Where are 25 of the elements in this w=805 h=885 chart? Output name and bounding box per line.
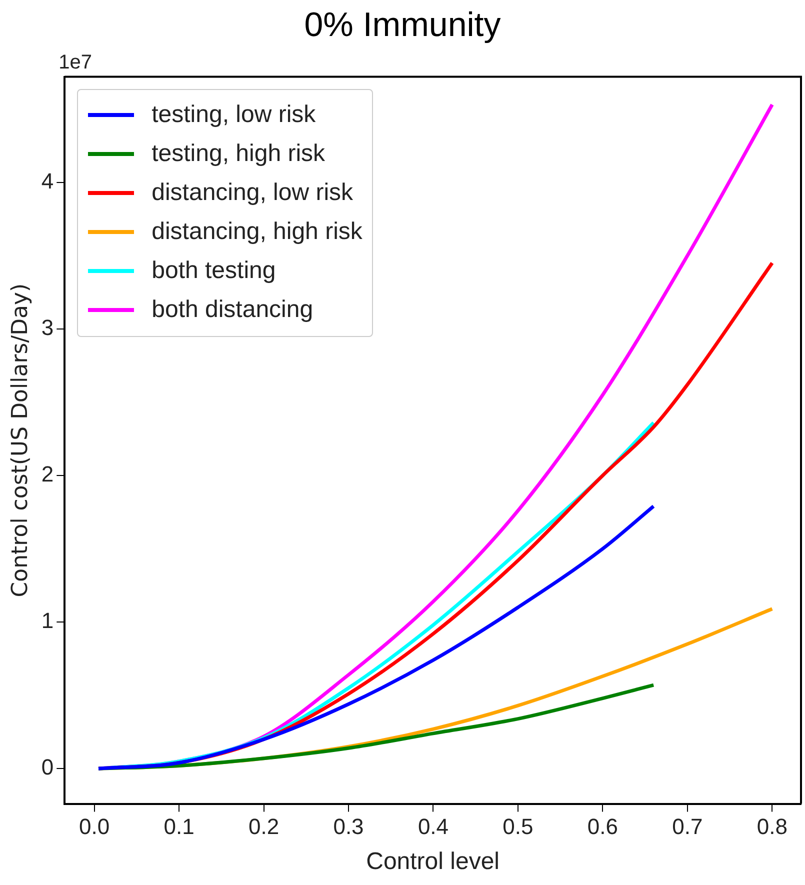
x-tick-label: 0.7: [672, 814, 703, 840]
x-axis-title: Control level: [366, 848, 500, 876]
x-tick-label: 0.3: [333, 814, 364, 840]
legend-label: testing, high risk: [152, 140, 326, 168]
x-tick-label: 0.4: [418, 814, 449, 840]
line-series: [96, 504, 656, 770]
x-tick-label: 0.0: [78, 814, 110, 840]
legend-label: both testing: [152, 257, 276, 286]
y-tick-label: 2: [41, 462, 54, 487]
y-tick-label: 4: [41, 168, 54, 194]
x-tick-label: 0.8: [756, 814, 788, 840]
legend-label: distancing, low risk: [152, 179, 354, 208]
x-tick-label: 0.6: [587, 814, 618, 840]
legend-label: both distancing: [152, 296, 314, 324]
y-tick-label: 1: [41, 608, 54, 634]
y-tick-label: 3: [41, 314, 54, 340]
chart-title: 0% Immunity: [304, 6, 501, 44]
legend-label: distancing, high risk: [152, 218, 362, 246]
x-tick-label: 0.5: [502, 814, 534, 840]
x-tick-label: 0.2: [248, 814, 280, 840]
y-axis-title: Control cost(US Dollars/Day): [8, 283, 33, 598]
legend-label: testing, low risk: [152, 101, 316, 130]
x-tick-label: 0.1: [164, 814, 194, 840]
text: 1e7: [58, 51, 92, 74]
y-tick-label: 0: [41, 754, 54, 780]
